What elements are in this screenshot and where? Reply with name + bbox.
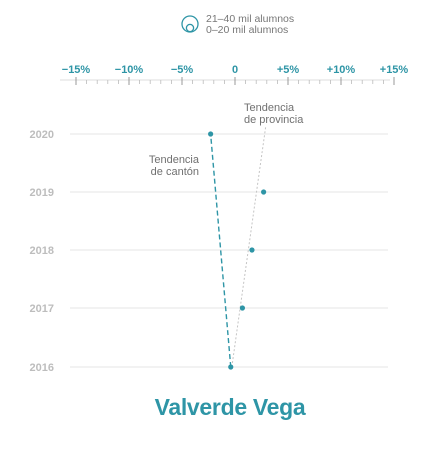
- legend-label-large: 21–40 mil alumnos: [206, 13, 294, 25]
- annotation-canton-line1: Tendencia: [149, 154, 200, 166]
- year-label: 2017: [30, 303, 54, 315]
- year-label: 2018: [30, 245, 54, 257]
- data-point: [239, 305, 246, 311]
- annotation-province-line1: Tendencia: [244, 102, 295, 114]
- trend-line-province: [231, 125, 267, 368]
- x-tick-label: −10%: [115, 64, 144, 76]
- data-point: [228, 364, 234, 370]
- x-tick-label: +15%: [380, 64, 409, 76]
- legend-label-small: 0–20 mil alumnos: [206, 24, 288, 36]
- x-tick-label: +5%: [277, 64, 300, 76]
- x-tick-label: −5%: [171, 64, 194, 76]
- trend-line-canton: [209, 133, 232, 368]
- year-label: 2020: [30, 129, 54, 141]
- x-tick-label: −15%: [62, 64, 91, 76]
- data-point: [208, 131, 214, 137]
- chart-title: Valverde Vega: [154, 394, 306, 420]
- x-tick-label: 0: [232, 64, 238, 76]
- annotation-canton-line2: de cantón: [151, 166, 199, 178]
- annotation-province-line2: de provincia: [244, 114, 304, 126]
- legend-symbol-small: [185, 23, 195, 33]
- year-label: 2016: [30, 362, 54, 374]
- data-point: [261, 189, 267, 195]
- x-tick-label: +10%: [327, 64, 356, 76]
- year-label: 2019: [30, 187, 54, 199]
- data-point: [249, 247, 255, 253]
